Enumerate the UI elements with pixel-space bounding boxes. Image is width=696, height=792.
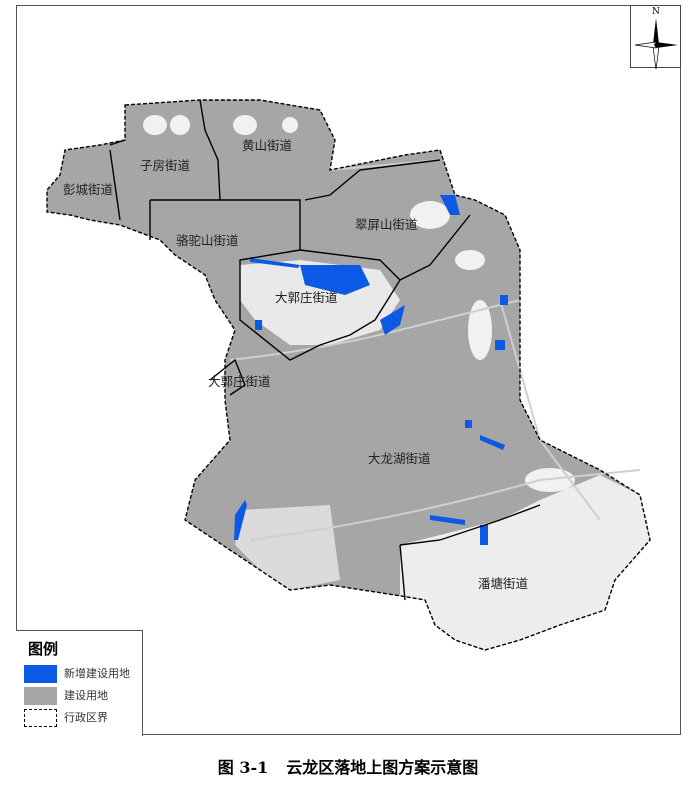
map-frame xyxy=(16,5,681,735)
legend-title: 图例 xyxy=(28,640,59,658)
figure-number: 图 3-1 xyxy=(217,758,269,777)
figure-title: 云龙区落地上图方案示意图 xyxy=(286,758,479,777)
construction-land-area xyxy=(47,100,650,650)
district-label-dagouzhuang: 大郭庄街道 xyxy=(275,290,338,305)
legend-label-construction-land: 建设用地 xyxy=(64,689,108,702)
legend-swatch-new-land xyxy=(24,665,57,683)
district-label-zifang: 子房街道 xyxy=(140,158,191,173)
administrative-boundaries xyxy=(46,99,651,651)
new-construction-land-areas xyxy=(234,195,508,545)
north-label: N xyxy=(652,7,660,17)
legend-swatch-construction-land xyxy=(24,687,57,705)
district-label-huangshan: 黄山街道 xyxy=(242,138,293,153)
district-label-luotuoshan: 骆驼山街道 xyxy=(176,233,239,248)
open-land-east xyxy=(400,475,650,650)
district-label-pengcheng: 彭城街道 xyxy=(63,182,114,197)
district-label-pantang: 潘塘街道 xyxy=(478,576,529,591)
figure-caption: 图 3-1 云龙区落地上图方案示意图 xyxy=(0,758,696,778)
legend-label-boundary: 行政区界 xyxy=(64,711,108,724)
legend-label-new-land: 新增建设用地 xyxy=(64,667,130,680)
district-label-cuipingshan: 翠屏山街道 xyxy=(355,217,418,232)
north-arrow: N xyxy=(630,5,681,69)
legend: 图例 新增建设用地 建设用地 行政区界 xyxy=(16,630,143,736)
open-land-patches xyxy=(143,115,575,492)
compass-rose-icon xyxy=(634,18,678,69)
district-label-dalonghu: 大龙湖街道 xyxy=(368,451,431,466)
open-land-southwest xyxy=(235,505,340,590)
legend-swatch-boundary xyxy=(24,709,57,727)
district-label-dagouzhuang-south: 大郭庄街道 xyxy=(208,374,271,389)
